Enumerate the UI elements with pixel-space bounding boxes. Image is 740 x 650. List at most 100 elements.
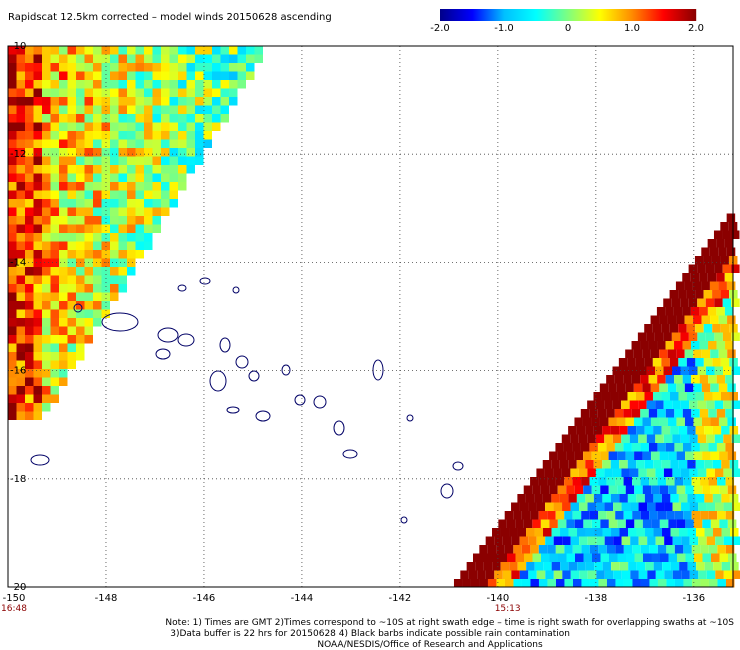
- colorbar-segment: [607, 9, 609, 21]
- data-cell: [657, 545, 667, 554]
- colorbar-segment: [628, 9, 630, 21]
- data-cell: [680, 434, 690, 443]
- data-cell: [725, 579, 735, 588]
- data-cell: [59, 352, 68, 361]
- data-cell: [657, 341, 666, 350]
- data-cell: [506, 553, 516, 562]
- colorbar-segment: [497, 9, 499, 21]
- data-cell: [555, 579, 565, 588]
- data-cell: [712, 324, 721, 333]
- data-cell: [678, 324, 687, 333]
- data-cell: [76, 54, 85, 63]
- data-cell: [699, 409, 709, 418]
- data-cell: [25, 173, 34, 182]
- colorbar-segment: [584, 9, 586, 21]
- data-cell: [16, 105, 25, 114]
- data-cell: [598, 545, 607, 554]
- colorbar-segment: [606, 9, 608, 21]
- data-cell: [551, 460, 560, 469]
- data-cell: [16, 182, 25, 191]
- data-cell: [621, 366, 630, 375]
- data-cell: [623, 375, 632, 384]
- data-cell: [608, 451, 618, 460]
- colorbar-segment: [556, 9, 558, 21]
- colorbar-segment: [513, 9, 515, 21]
- data-cell: [8, 114, 17, 123]
- data-cell: [101, 292, 110, 301]
- data-cell: [583, 553, 592, 562]
- data-cell: [8, 182, 17, 191]
- data-cell: [59, 284, 68, 293]
- data-cell: [574, 417, 583, 426]
- data-cell: [8, 131, 17, 140]
- x-tick-label: -140: [487, 593, 510, 604]
- colorbar-segment: [602, 9, 604, 21]
- data-cell: [67, 80, 76, 89]
- data-cell: [731, 264, 740, 273]
- data-cell: [595, 434, 605, 443]
- colorbar-segment: [558, 9, 560, 21]
- data-cell: [653, 460, 662, 469]
- data-cell: [127, 97, 136, 106]
- data-cell: [8, 233, 17, 242]
- data-cell: [477, 570, 486, 579]
- data-cell: [50, 173, 59, 182]
- data-cell: [16, 352, 25, 361]
- data-cell: [534, 562, 544, 571]
- data-cell: [101, 173, 110, 182]
- data-cell: [118, 199, 127, 208]
- data-cell: [50, 71, 59, 80]
- data-cell: [127, 131, 136, 140]
- data-cell: [144, 114, 153, 123]
- data-cell: [16, 165, 25, 174]
- data-cell: [220, 46, 229, 55]
- data-cell: [118, 216, 127, 225]
- data-cell: [715, 502, 724, 511]
- data-cell: [50, 233, 59, 242]
- data-cell: [697, 366, 707, 375]
- data-cell: [16, 207, 25, 216]
- data-cell: [84, 131, 93, 140]
- data-cell: [700, 511, 709, 520]
- data-cell: [84, 216, 93, 225]
- data-cell: [699, 341, 709, 350]
- data-cell: [687, 460, 696, 469]
- data-cell: [630, 536, 639, 545]
- colorbar-segment: [683, 9, 685, 21]
- colorbar-segment: [449, 9, 451, 21]
- data-cell: [67, 250, 76, 259]
- data-cell: [152, 173, 161, 182]
- data-cell: [186, 71, 195, 80]
- data-cell: [16, 360, 25, 369]
- data-cell: [585, 494, 594, 503]
- colorbar-segment: [575, 9, 577, 21]
- data-cell: [714, 264, 723, 273]
- island-outline: [248, 370, 260, 382]
- data-cell: [42, 224, 51, 233]
- data-cell: [33, 284, 42, 293]
- data-cell: [576, 426, 586, 435]
- data-cell: [681, 502, 690, 511]
- data-cell: [690, 307, 700, 316]
- data-cell: [630, 502, 639, 511]
- data-cell: [33, 258, 42, 267]
- data-cell: [674, 477, 684, 486]
- data-cell: [110, 97, 119, 106]
- colorbar-segment: [632, 9, 634, 21]
- data-cell: [704, 494, 713, 503]
- data-cell: [110, 131, 119, 140]
- data-cell: [25, 309, 34, 318]
- data-cell: [729, 426, 739, 435]
- data-cell: [25, 63, 34, 72]
- data-cell: [523, 553, 533, 562]
- data-cell: [494, 536, 503, 545]
- data-cell: [543, 562, 552, 571]
- data-cell: [678, 358, 687, 367]
- data-cell: [101, 80, 110, 89]
- colorbar-segment: [536, 9, 538, 21]
- data-cell: [714, 332, 723, 341]
- data-cell: [674, 409, 683, 418]
- data-cell: [101, 275, 110, 284]
- data-cell: [152, 46, 161, 55]
- data-cell: [653, 494, 662, 503]
